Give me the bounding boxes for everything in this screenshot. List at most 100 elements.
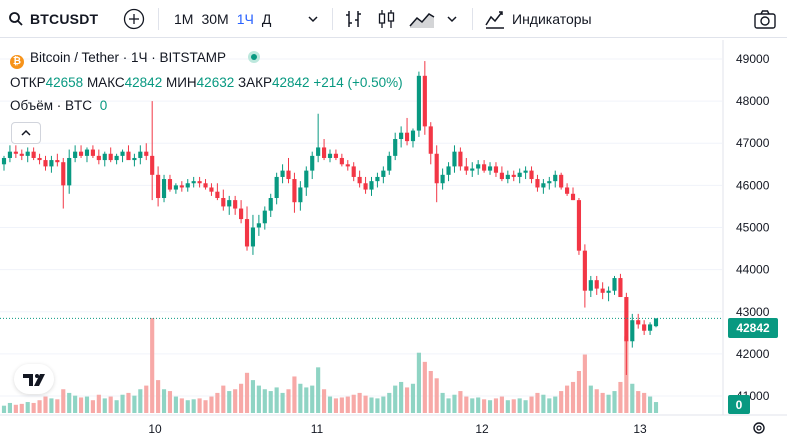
volume-bar bbox=[126, 392, 131, 413]
candle-body bbox=[304, 170, 309, 188]
market-status-icon[interactable] bbox=[247, 51, 260, 63]
volume-bar bbox=[351, 394, 356, 413]
volume-bar bbox=[310, 385, 315, 413]
volume-bar bbox=[606, 394, 611, 413]
candle-body bbox=[588, 280, 593, 291]
collapse-legend-button[interactable] bbox=[11, 122, 41, 144]
symbol-search[interactable]: BTCUSDT bbox=[8, 0, 98, 38]
volume-bar bbox=[440, 392, 445, 413]
volume-bar bbox=[363, 395, 368, 413]
volume-bar bbox=[511, 399, 516, 413]
volume-bar bbox=[381, 396, 386, 413]
volume-bar bbox=[404, 387, 410, 413]
top-toolbar: BTCUSDT 1М 30М 1Ч Д Индикаторы bbox=[0, 0, 787, 38]
price-tick-label: 47000 bbox=[736, 136, 770, 150]
bar-style-button[interactable] bbox=[343, 0, 365, 38]
candle-body bbox=[1, 157, 7, 165]
timeframe-1m[interactable]: 1М bbox=[174, 11, 194, 27]
candle-body bbox=[209, 187, 214, 192]
candle-body bbox=[535, 179, 540, 188]
timeframe-dropdown[interactable] bbox=[307, 0, 319, 38]
candle-body bbox=[43, 160, 48, 167]
candle-body bbox=[487, 166, 493, 171]
candle-body bbox=[541, 183, 546, 188]
volume-bar bbox=[227, 391, 232, 413]
candle-body bbox=[553, 174, 558, 182]
volume-bar bbox=[209, 396, 214, 413]
candle-body bbox=[570, 193, 576, 201]
volume-bar bbox=[304, 387, 309, 413]
volume-bar bbox=[553, 396, 558, 413]
volume-bar bbox=[250, 380, 256, 413]
volume-bar bbox=[90, 400, 95, 413]
candle-body bbox=[606, 290, 611, 293]
bar-style-icon bbox=[346, 11, 361, 27]
snapshot-button[interactable] bbox=[753, 0, 777, 38]
tradingview-logo[interactable] bbox=[14, 364, 54, 394]
candle-body bbox=[78, 151, 84, 156]
add-symbol-button[interactable] bbox=[123, 0, 145, 38]
candle-body bbox=[345, 164, 350, 167]
volume-bar bbox=[84, 396, 90, 413]
volume-bar bbox=[357, 392, 362, 413]
timeframe-1h[interactable]: 1Ч bbox=[236, 11, 254, 27]
volume-bar bbox=[185, 400, 190, 413]
timeframe-30m[interactable]: 30М bbox=[201, 11, 229, 27]
candle-body bbox=[108, 153, 113, 161]
candle-body bbox=[185, 183, 190, 188]
volume-bar bbox=[150, 318, 155, 413]
volume-bar bbox=[541, 394, 546, 413]
chart-style-dropdown[interactable] bbox=[446, 0, 458, 38]
indicators-icon bbox=[485, 11, 504, 29]
last-price-badge: 42842 bbox=[728, 318, 778, 338]
volume-bar bbox=[446, 398, 451, 413]
legend-ohlc-row: ОТКР42658 МАКС42842 МИН42632 ЗАКР42842 +… bbox=[10, 75, 403, 90]
candle-body bbox=[37, 157, 42, 161]
indicators-button[interactable]: Индикаторы bbox=[484, 0, 592, 38]
add-symbol-icon bbox=[123, 8, 145, 30]
volume-bar bbox=[298, 383, 303, 413]
volume-bar bbox=[173, 396, 178, 413]
candle-body bbox=[363, 183, 368, 190]
candle-body bbox=[321, 147, 327, 158]
volume-bar bbox=[375, 398, 380, 413]
candle-body bbox=[446, 166, 451, 175]
timeframe-1d[interactable]: Д bbox=[261, 11, 272, 27]
volume-bar bbox=[13, 404, 18, 413]
candle-body bbox=[452, 151, 457, 167]
candle-body bbox=[274, 176, 279, 199]
candle-body bbox=[316, 147, 321, 156]
candle-body bbox=[582, 250, 587, 291]
candle-body bbox=[594, 280, 599, 289]
candle-body bbox=[434, 153, 439, 184]
volume-bar bbox=[262, 389, 267, 413]
chevron-down-icon bbox=[447, 16, 457, 23]
volume-bar bbox=[482, 399, 487, 413]
volume-bar bbox=[452, 394, 457, 413]
candle-body bbox=[499, 172, 504, 180]
candle-body bbox=[470, 168, 475, 171]
volume-bar bbox=[61, 389, 66, 413]
candle-body bbox=[333, 153, 339, 158]
volume-bar bbox=[642, 392, 647, 413]
candle-body bbox=[96, 155, 101, 161]
volume-bar bbox=[565, 385, 570, 413]
candle-body bbox=[576, 200, 582, 251]
candle-body bbox=[256, 223, 261, 228]
area-style-button[interactable] bbox=[408, 0, 436, 38]
candle-body bbox=[90, 149, 95, 156]
volume-bar bbox=[428, 370, 433, 413]
volume-bar bbox=[618, 381, 623, 413]
volume-bar bbox=[458, 391, 463, 413]
candle-style-button[interactable] bbox=[376, 0, 398, 38]
candle-body bbox=[327, 153, 333, 158]
volume-bar bbox=[25, 402, 30, 413]
low-value: 42632 bbox=[196, 75, 235, 90]
gear-icon[interactable] bbox=[753, 422, 765, 434]
candle-body bbox=[612, 278, 617, 291]
volume-bar bbox=[138, 389, 143, 413]
chevron-down-icon bbox=[308, 16, 318, 23]
volume-bar bbox=[256, 385, 261, 413]
candle-body bbox=[239, 208, 244, 220]
